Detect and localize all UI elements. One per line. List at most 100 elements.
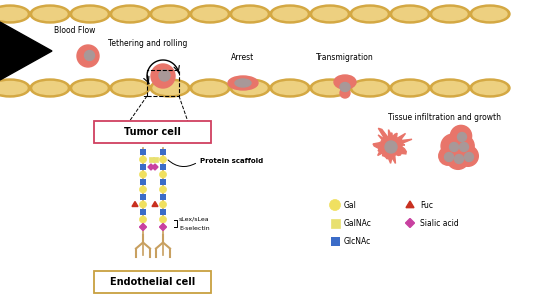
Ellipse shape — [0, 81, 27, 94]
Bar — [140, 149, 146, 155]
Bar — [148, 157, 153, 162]
Bar — [140, 179, 146, 185]
Ellipse shape — [390, 79, 430, 97]
Polygon shape — [406, 219, 414, 227]
Circle shape — [160, 201, 167, 208]
Text: Arrest: Arrest — [232, 53, 255, 62]
Ellipse shape — [473, 81, 507, 94]
Bar — [153, 157, 158, 162]
Ellipse shape — [230, 5, 270, 23]
Text: Protein scaffold: Protein scaffold — [200, 158, 263, 164]
Ellipse shape — [340, 88, 350, 98]
Ellipse shape — [470, 79, 510, 97]
Circle shape — [439, 147, 457, 165]
Circle shape — [151, 64, 175, 88]
Ellipse shape — [113, 7, 147, 20]
Circle shape — [160, 186, 167, 193]
Ellipse shape — [150, 79, 190, 97]
Text: Sialic acid: Sialic acid — [420, 219, 459, 227]
Circle shape — [385, 141, 397, 153]
Polygon shape — [152, 164, 158, 170]
Ellipse shape — [350, 79, 390, 97]
Ellipse shape — [353, 7, 387, 20]
Polygon shape — [373, 128, 412, 163]
Ellipse shape — [0, 5, 30, 23]
Text: GalNAc: GalNAc — [344, 219, 372, 227]
Text: sLex/sLea: sLex/sLea — [179, 217, 210, 222]
Ellipse shape — [153, 81, 187, 94]
Polygon shape — [160, 224, 167, 230]
Text: Tethering and rolling: Tethering and rolling — [108, 39, 188, 48]
Ellipse shape — [393, 7, 427, 20]
Circle shape — [458, 132, 466, 142]
Circle shape — [444, 153, 453, 161]
Bar — [160, 164, 166, 170]
Bar — [331, 219, 339, 227]
Ellipse shape — [233, 81, 267, 94]
Polygon shape — [406, 201, 414, 208]
Circle shape — [446, 147, 470, 169]
Circle shape — [441, 134, 465, 158]
Text: GlcNAc: GlcNAc — [344, 237, 371, 245]
Ellipse shape — [228, 76, 258, 90]
Ellipse shape — [393, 81, 427, 94]
Ellipse shape — [73, 7, 107, 20]
Ellipse shape — [233, 7, 267, 20]
Ellipse shape — [310, 5, 350, 23]
Circle shape — [139, 171, 146, 178]
Ellipse shape — [33, 81, 67, 94]
Circle shape — [160, 156, 167, 163]
Circle shape — [159, 70, 170, 81]
FancyBboxPatch shape — [94, 121, 211, 143]
Ellipse shape — [235, 79, 251, 87]
Circle shape — [160, 171, 167, 178]
Text: Gal: Gal — [344, 201, 357, 209]
Circle shape — [452, 135, 474, 157]
Ellipse shape — [334, 75, 356, 89]
Ellipse shape — [313, 81, 347, 94]
Text: Endothelial cell: Endothelial cell — [110, 277, 195, 287]
Circle shape — [450, 125, 472, 147]
Polygon shape — [0, 22, 52, 80]
Text: Blood Flow: Blood Flow — [54, 26, 95, 35]
Circle shape — [450, 142, 458, 152]
Ellipse shape — [390, 5, 430, 23]
Bar — [160, 179, 166, 185]
Circle shape — [160, 216, 167, 223]
Circle shape — [139, 216, 146, 223]
Bar — [160, 194, 166, 200]
Ellipse shape — [193, 81, 227, 94]
Bar — [140, 209, 146, 215]
Bar — [160, 149, 166, 155]
Ellipse shape — [430, 5, 470, 23]
Ellipse shape — [270, 79, 310, 97]
Ellipse shape — [273, 7, 307, 20]
Text: Tumor cell: Tumor cell — [124, 127, 181, 137]
Ellipse shape — [230, 79, 270, 97]
Circle shape — [459, 142, 468, 152]
Text: Tissue infiltration and growth: Tissue infiltration and growth — [389, 113, 502, 122]
Bar — [140, 164, 146, 170]
Circle shape — [139, 201, 146, 208]
Circle shape — [455, 155, 464, 163]
Polygon shape — [148, 164, 154, 170]
Ellipse shape — [270, 5, 310, 23]
Bar — [140, 194, 146, 200]
Polygon shape — [139, 224, 146, 230]
Bar — [160, 209, 166, 215]
FancyBboxPatch shape — [94, 271, 211, 293]
Ellipse shape — [313, 7, 347, 20]
Ellipse shape — [30, 5, 70, 23]
Ellipse shape — [273, 81, 307, 94]
Text: Fuc: Fuc — [420, 201, 433, 209]
Ellipse shape — [70, 79, 110, 97]
Ellipse shape — [0, 7, 27, 20]
Ellipse shape — [190, 79, 230, 97]
Ellipse shape — [193, 7, 227, 20]
Ellipse shape — [190, 5, 230, 23]
Text: Transmigration: Transmigration — [316, 53, 374, 62]
Bar — [147, 70, 179, 96]
Circle shape — [465, 153, 473, 161]
Polygon shape — [152, 201, 158, 206]
Ellipse shape — [473, 7, 507, 20]
